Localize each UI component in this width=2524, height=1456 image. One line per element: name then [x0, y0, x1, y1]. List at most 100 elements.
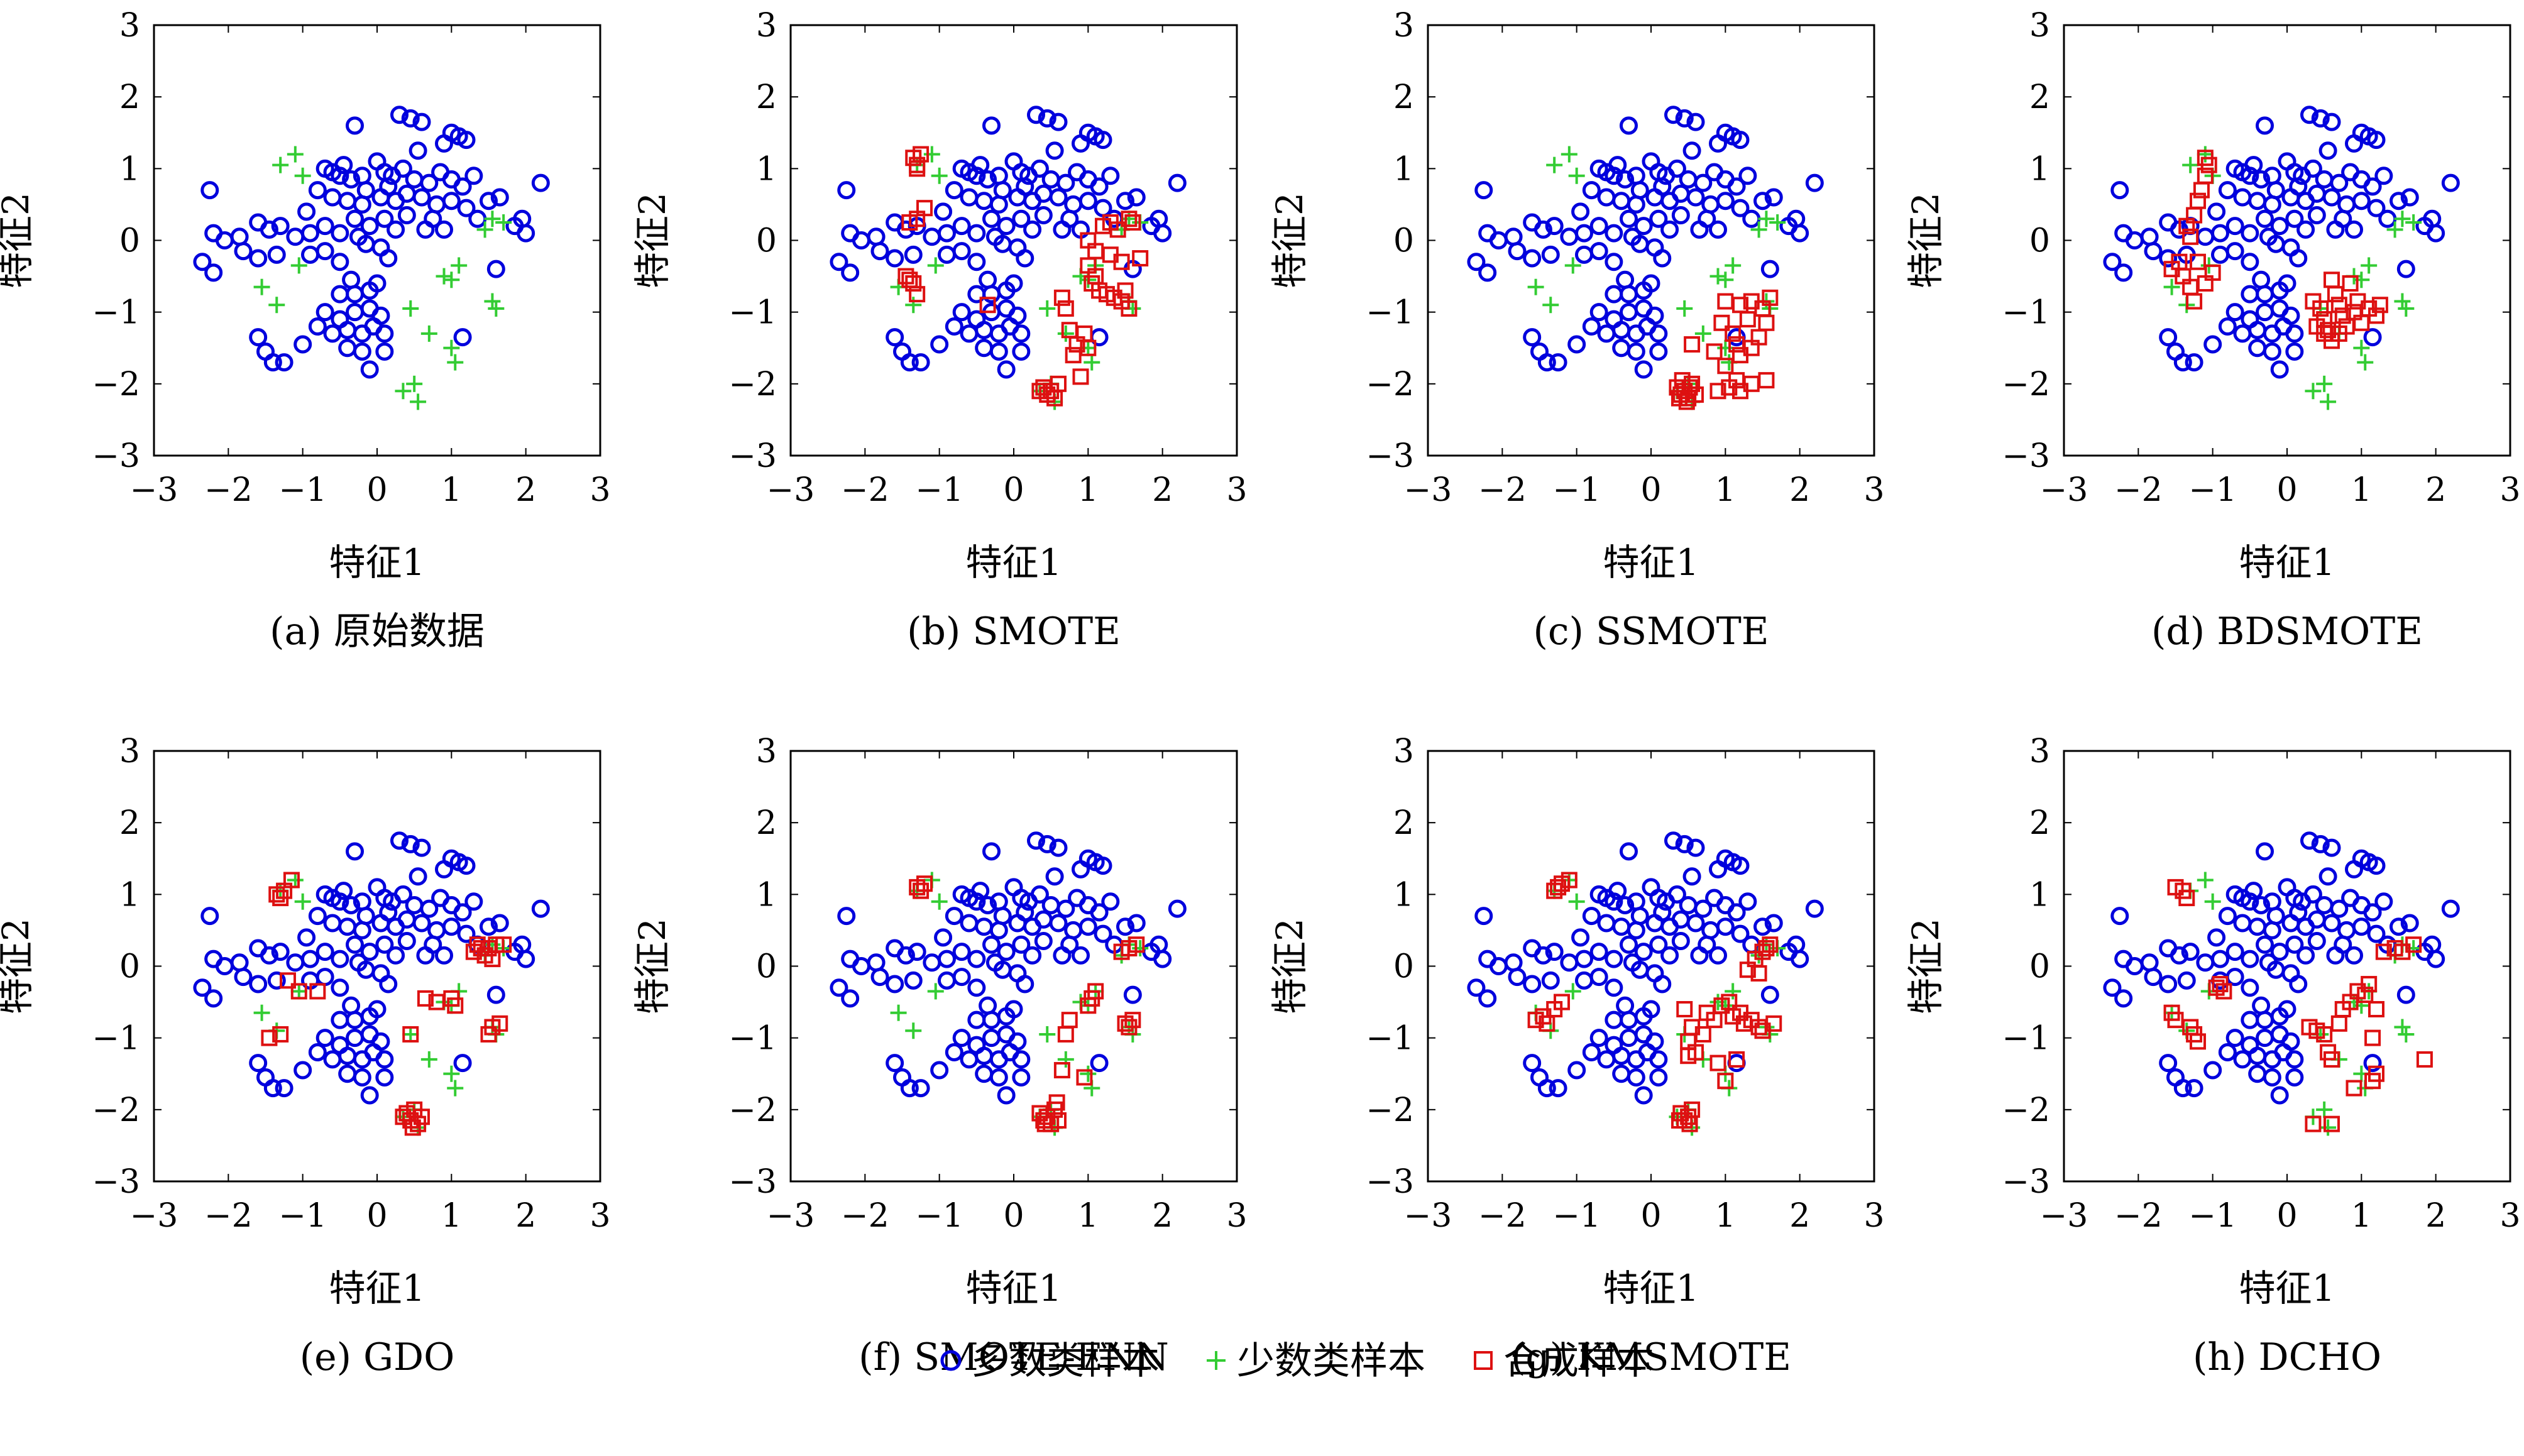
majority-point — [1101, 167, 1120, 185]
majority-point — [2103, 253, 2122, 271]
majority-point — [2307, 910, 2326, 929]
minority-point — [1057, 1051, 1074, 1068]
y-tick-label: −1 — [728, 1020, 777, 1058]
y-tick-label: −2 — [1366, 366, 1414, 403]
y-tick-label: −2 — [2002, 1092, 2050, 1129]
majority-point — [409, 141, 427, 160]
majority-point — [1686, 112, 1705, 131]
majority-point — [360, 1086, 379, 1105]
synthetic-point — [905, 275, 922, 292]
majority-point — [1012, 1068, 1031, 1087]
y-tick-label: −3 — [2002, 437, 2050, 475]
majority-point — [1504, 227, 1523, 246]
majority-point — [379, 975, 398, 993]
majority-point — [1642, 152, 1660, 171]
majority-point — [2203, 1061, 2222, 1080]
majority-point — [934, 202, 953, 221]
majority-point — [1605, 950, 1623, 968]
synthetic-point — [2320, 322, 2337, 339]
majority-point — [1016, 177, 1034, 196]
majority-point — [204, 263, 223, 282]
synthetic-point — [2364, 1073, 2381, 1090]
majority-point — [193, 253, 212, 271]
majority-point — [531, 173, 550, 192]
majority-point — [837, 907, 856, 926]
majority-point — [353, 921, 371, 939]
majority-point — [1534, 946, 1552, 965]
majority-point — [2334, 935, 2352, 954]
majority-point — [1675, 835, 1694, 853]
majority-point — [1575, 971, 1593, 990]
majority-point — [982, 935, 1001, 954]
majority-point — [1008, 964, 1027, 983]
majority-point — [1642, 1000, 1660, 1019]
majority-point — [1605, 224, 1623, 243]
majority-point — [331, 285, 349, 304]
majority-point — [1034, 206, 1053, 225]
majority-point — [1634, 943, 1653, 961]
panel-caption: (b) SMOTE — [907, 610, 1121, 654]
majority-point — [2318, 141, 2337, 160]
majority-point — [1667, 159, 1686, 178]
majority-point — [412, 112, 431, 131]
majority-point — [975, 339, 994, 358]
x-tick-label: −1 — [2188, 1197, 2237, 1235]
x-tick-label: 0 — [1003, 1197, 1024, 1235]
majority-point — [1608, 156, 1627, 175]
majority-point — [2207, 202, 2226, 221]
synthetic-point — [1053, 1062, 1070, 1079]
majority-point — [1649, 324, 1668, 343]
majority-point — [2173, 1079, 2192, 1098]
majority-point — [2363, 1054, 2382, 1073]
majority-point — [2334, 209, 2352, 228]
x-tick-label: 3 — [1226, 471, 1247, 509]
majority-point — [1072, 860, 1090, 879]
majority-point — [1030, 885, 1049, 904]
majority-point — [368, 1000, 387, 1019]
majority-point — [1597, 324, 1616, 343]
majority-point — [286, 227, 305, 246]
majority-point — [397, 910, 416, 929]
majority-point — [2303, 159, 2322, 178]
majority-point — [1168, 173, 1187, 192]
majority-point — [2177, 971, 2196, 990]
majority-point — [1597, 1050, 1616, 1069]
majority-point — [338, 917, 357, 936]
x-axis-label: 特征1 — [2239, 541, 2335, 584]
majority-point — [893, 342, 911, 361]
majority-point — [234, 242, 253, 261]
majority-point — [2289, 903, 2308, 922]
majority-point — [323, 1050, 342, 1069]
synthetic-point — [2212, 976, 2229, 993]
minority-point — [2353, 271, 2370, 288]
x-tick-label: 3 — [1226, 1197, 1247, 1235]
majority-point — [2125, 957, 2144, 975]
majority-point — [346, 842, 364, 861]
synthetic-point — [901, 271, 918, 288]
majority-point — [2322, 188, 2341, 207]
majority-point — [975, 1046, 994, 1065]
scatter-panel-a: −3 −2 −1 0 1 2 3 −3 −2 −1 0 1 2 3 特征1 特征2 (a) 原始数据 — [0, 7, 611, 654]
majority-point — [1682, 867, 1701, 886]
majority-point — [1582, 317, 1601, 336]
majority-point — [2390, 192, 2408, 211]
minority-point — [1121, 211, 1138, 227]
majority-point — [1523, 328, 1542, 347]
majority-point — [2322, 112, 2341, 131]
synthetic-point — [909, 160, 926, 177]
x-tick-label: 1 — [1078, 1197, 1099, 1235]
majority-point — [997, 1086, 1016, 1105]
majority-point — [234, 968, 253, 987]
majority-point — [230, 227, 249, 246]
majority-point — [1649, 1050, 1668, 1069]
majority-point — [1016, 249, 1034, 268]
minority-point — [272, 156, 289, 173]
synthetic-point — [1717, 1073, 1734, 1090]
majority-point — [989, 342, 1008, 361]
majority-point — [275, 1079, 294, 1098]
majority-point — [2400, 188, 2419, 207]
majority-point — [390, 831, 409, 850]
majority-point — [342, 270, 361, 289]
majority-point — [1589, 968, 1608, 987]
majority-point — [1727, 903, 1746, 922]
